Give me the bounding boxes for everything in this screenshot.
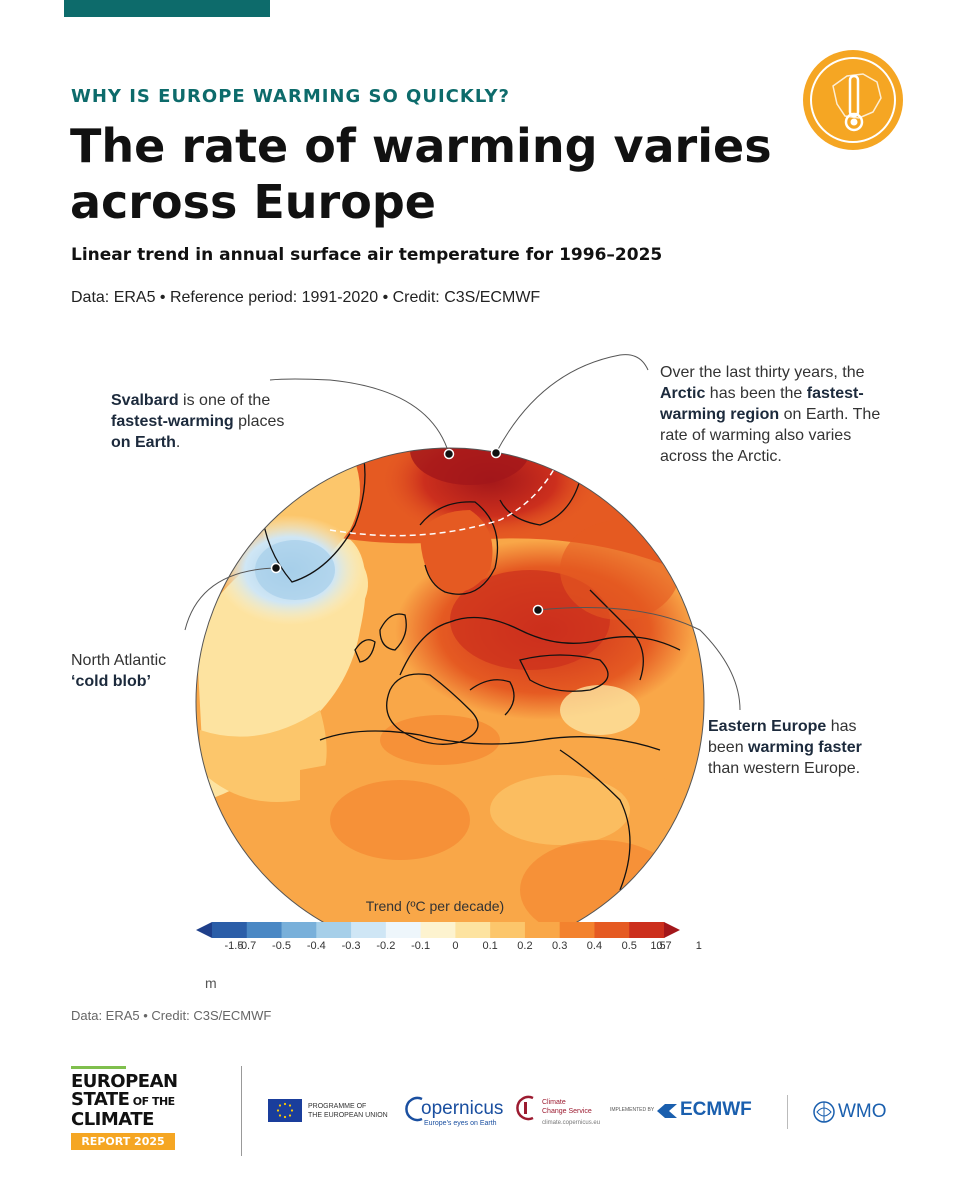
- legend-swatch: [212, 922, 248, 938]
- report-logo: EUROPEAN STATE OF THE CLIMATE REPORT 202…: [71, 1066, 181, 1150]
- unit-note: m: [205, 975, 217, 991]
- legend-arrow-low: [196, 922, 212, 938]
- page-subtitle: Linear trend in annual surface air tempe…: [71, 245, 663, 265]
- report-logo-line3: CLIMATE: [71, 1109, 154, 1130]
- callout-cold-blob: North Atlantic ‘cold blob’: [71, 652, 167, 690]
- eu-logo-text: PROGRAMME OF THE EUROPEAN UNION: [308, 1103, 388, 1119]
- legend-tick-label: -0.7: [237, 940, 257, 952]
- copernicus-logo-text: opernicus: [421, 1098, 504, 1119]
- report-logo-rule: [71, 1066, 126, 1069]
- legend-tick-label: 0: [452, 940, 459, 952]
- legend-tick-label: 0.2: [517, 940, 533, 952]
- legend-tick-label: 0.5: [621, 940, 637, 952]
- top-accent-bar: [64, 0, 270, 17]
- thermometer-europe-icon: [803, 50, 903, 150]
- legend-swatch: [385, 922, 422, 938]
- footer-divider-small: [787, 1095, 788, 1129]
- kicker-heading: WHY IS EUROPE WARMING SO QUICKLY?: [71, 86, 510, 107]
- callout-arctic: Over the last thirty years, the Arctic h…: [660, 364, 881, 465]
- report-logo-line1: EUROPEAN: [71, 1071, 178, 1092]
- legend-tick-label: -0.5: [272, 940, 292, 952]
- legend-swatch: [351, 922, 387, 938]
- legend-tick-label: 0.1: [482, 940, 498, 952]
- legend-swatch: [281, 922, 317, 938]
- report-logo-line2: STATE OF THE: [71, 1089, 175, 1110]
- eu-stars-icon: [276, 1102, 294, 1119]
- legend-tick-label: -1.5: [224, 940, 244, 952]
- report-year-tag: REPORT 2025: [71, 1133, 175, 1150]
- callout-svalbard: Svalbard is one of the fastest-warming p…: [111, 392, 285, 451]
- ecmwf-prefix: IMPLEMENTED BY: [610, 1107, 655, 1113]
- data-credits: Data: ERA5 • Reference period: 1991-2020…: [71, 289, 541, 306]
- legend-arrow-high: [664, 922, 680, 938]
- legend-tick-label: 0.3: [552, 940, 568, 952]
- eastern-europe-marker: [532, 604, 544, 616]
- legend-swatch: [524, 922, 561, 938]
- c3s-logo-text: Climate Change Service: [542, 1099, 592, 1115]
- wmo-emblem-icon: [813, 1101, 835, 1123]
- footer-data-credit: Data: ERA5 • Credit: C3S/ECMWF: [71, 1008, 272, 1023]
- eu-logo: [268, 1099, 302, 1122]
- legend-tick-label: -0.1: [411, 940, 431, 952]
- svalbard-marker: [443, 448, 455, 460]
- footer-divider: [241, 1066, 242, 1156]
- ecmwf-logo-icon: [657, 1104, 677, 1118]
- callout-eastern-europe: Eastern Europe has been warming faster t…: [708, 718, 862, 777]
- legend-tick-label: 0.4: [586, 940, 603, 952]
- legend-swatch: [629, 922, 665, 938]
- legend-swatch: [559, 922, 595, 938]
- legend-tick-label: 1: [695, 940, 702, 952]
- arctic-marker: [490, 447, 502, 459]
- legend-title: Trend (ºC per decade): [365, 898, 505, 914]
- page-title: The rate of warming varies across Europe: [70, 119, 772, 229]
- warming-map: [0, 330, 960, 957]
- legend-swatch: [490, 922, 526, 938]
- c3s-url: climate.copernicus.eu: [542, 1120, 601, 1126]
- legend-tick-label: 0.7: [656, 940, 672, 952]
- c3s-logo-icon: [516, 1095, 534, 1121]
- legend-swatch: [594, 922, 630, 938]
- legend-tick-label: -0.4: [306, 940, 326, 952]
- legend-colorbar: [196, 922, 680, 938]
- legend-tick-label: 1.5: [650, 940, 666, 952]
- cold-blob-marker: [270, 562, 282, 574]
- legend-swatch: [316, 922, 352, 938]
- legend-swatch: [246, 922, 283, 938]
- ecmwf-logo-text: ECMWF: [680, 1099, 752, 1120]
- legend-tick-label: -0.3: [341, 940, 361, 952]
- legend-tick-label: -0.2: [376, 940, 396, 952]
- copernicus-tagline: Europe's eyes on Earth: [424, 1120, 497, 1127]
- legend-labels: -1.5 -0.7 -0.5 -0.4 -0.3 -0.2 -0.1 0 0.1 0.2 0.3 0.…: [0, 940, 960, 960]
- copernicus-c-icon: [405, 1096, 423, 1122]
- legend-swatch: [420, 922, 456, 938]
- legend-swatch: [455, 922, 491, 938]
- wmo-logo-text: WMO: [838, 1101, 887, 1122]
- globe-map: [184, 354, 741, 957]
